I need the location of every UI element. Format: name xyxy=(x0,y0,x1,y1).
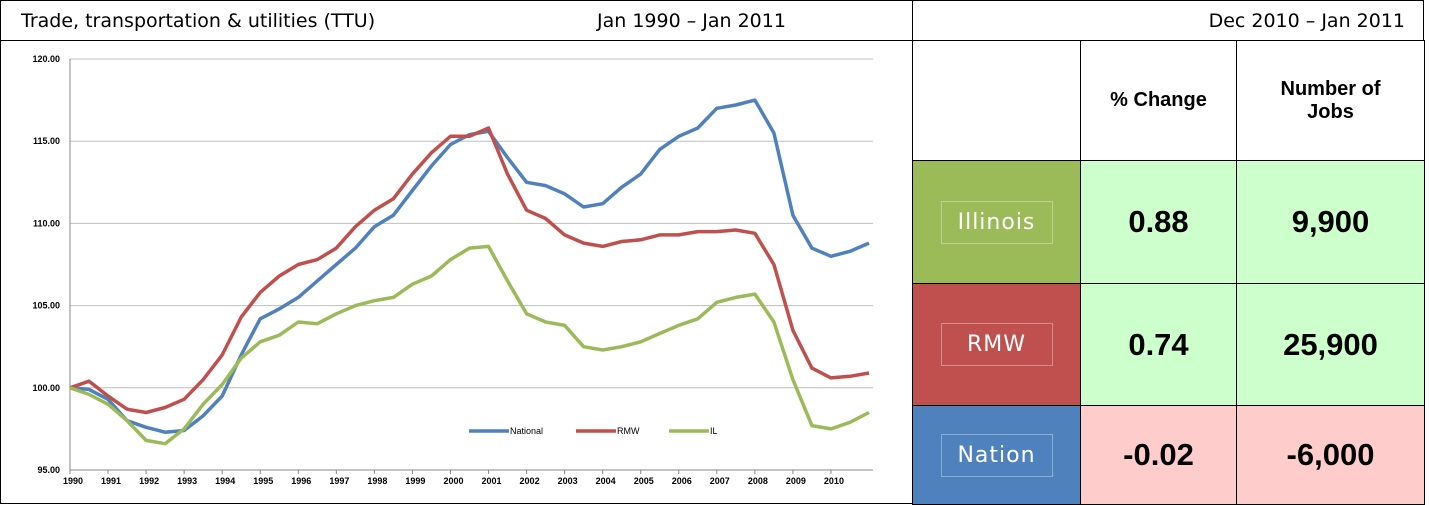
value: -6,000 xyxy=(1286,437,1375,472)
row-label-cell: Illinois xyxy=(912,160,1081,284)
y-tick-label: 110.00 xyxy=(33,218,60,228)
x-tick-label: 1994 xyxy=(215,476,235,486)
x-tick-label: 1992 xyxy=(139,476,159,486)
x-tick-label: 2006 xyxy=(672,476,692,486)
series-line xyxy=(69,244,870,446)
header-title: Trade, transportation & utilities (TTU) xyxy=(21,10,376,32)
value: 0.88 xyxy=(1128,204,1189,239)
x-tick-label: 1995 xyxy=(253,476,273,486)
value-cell: -6,000 xyxy=(1236,405,1425,505)
value-cell: 25,900 xyxy=(1236,283,1425,406)
column-header: % Change xyxy=(1110,89,1207,111)
legend-label: National xyxy=(510,426,543,436)
table-corner xyxy=(912,40,1081,161)
y-tick-label: 100.00 xyxy=(32,383,60,393)
series-line xyxy=(69,126,870,415)
row-label: Illinois xyxy=(940,200,1053,244)
value: -0.02 xyxy=(1123,437,1194,472)
value: 9,900 xyxy=(1291,204,1370,239)
x-tick-label: 1998 xyxy=(367,476,387,486)
row-label-cell: RMW xyxy=(912,283,1081,406)
x-tick-label: 2004 xyxy=(596,476,616,486)
row-label-cell: Nation xyxy=(912,405,1081,505)
value-cell: -0.02 xyxy=(1080,405,1237,505)
value-cell: 0.74 xyxy=(1080,283,1237,406)
row-label: Nation xyxy=(940,433,1053,477)
x-tick-label: 1993 xyxy=(177,476,197,486)
value-cell: 9,900 xyxy=(1236,160,1425,284)
column-header: Number of Jobs xyxy=(1280,77,1381,123)
row-label: RMW xyxy=(940,323,1053,366)
x-tick-label: 2001 xyxy=(482,476,502,486)
y-tick-label: 115.00 xyxy=(33,136,60,146)
legend-label: RMW xyxy=(617,426,640,436)
x-tick-label: 1999 xyxy=(405,476,425,486)
header-period: Jan 1990 – Jan 2011 xyxy=(597,10,786,32)
legend-label: IL xyxy=(710,426,718,436)
x-tick-label: 1990 xyxy=(63,476,83,486)
x-tick-label: 2007 xyxy=(710,476,730,486)
column-header-cell: Number of Jobs xyxy=(1236,40,1425,161)
value: 0.74 xyxy=(1128,326,1189,362)
x-tick-label: 2005 xyxy=(634,476,654,486)
value: 25,900 xyxy=(1283,326,1378,362)
header-left: Trade, transportation & utilities (TTU) … xyxy=(0,0,913,41)
y-tick-label: 95.00 xyxy=(37,465,60,475)
x-tick-label: 1996 xyxy=(291,476,311,486)
header-right: Dec 2010 – Jan 2011 xyxy=(912,0,1424,41)
x-tick-label: 2000 xyxy=(443,476,463,486)
x-tick-label: 2002 xyxy=(520,476,540,486)
column-header-cell: % Change xyxy=(1080,40,1237,161)
x-tick-label: 2003 xyxy=(558,476,578,486)
x-tick-label: 2008 xyxy=(748,476,768,486)
y-tick-label: 105.00 xyxy=(32,301,60,311)
chart: 95.00 100.00 105.00 110.00 115.00 120.00 1990 1… xyxy=(32,54,873,486)
x-tick-label: 1991 xyxy=(101,476,121,486)
y-tick-label: 120.00 xyxy=(32,54,60,64)
x-tick-label: 1997 xyxy=(329,476,349,486)
x-tick-label: 2010 xyxy=(824,476,844,486)
series-line xyxy=(69,98,870,434)
table-period: Dec 2010 – Jan 2011 xyxy=(1208,10,1405,32)
value-cell: 0.88 xyxy=(1080,160,1237,284)
x-tick-label: 2009 xyxy=(786,476,806,486)
